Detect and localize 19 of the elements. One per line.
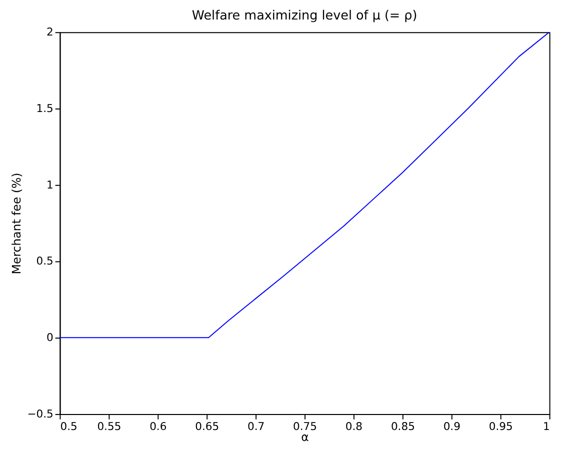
y-tick-label: 1	[46, 178, 54, 192]
y-tick-label: 2	[46, 26, 54, 39]
y-tick-label: 0	[46, 331, 54, 344]
x-tick-label: 0.65	[195, 420, 220, 434]
x-tick-label: 0.55	[97, 420, 122, 434]
x-tick-label: 0.6	[150, 420, 167, 434]
x-tick-label: 0.85	[390, 420, 415, 434]
x-tick-label: 0.7	[247, 420, 265, 434]
chart-title: Welfare maximizing level of μ (= ρ)	[192, 7, 418, 22]
x-tick-label: 1	[542, 420, 550, 434]
x-tick-label: 0.8	[345, 420, 363, 434]
line-series	[60, 32, 550, 338]
x-tick-label: 0.9	[443, 420, 461, 434]
y-tick-label: 0.5	[36, 254, 54, 268]
y-axis-title: Merchant fee (%)	[9, 172, 24, 274]
x-tick-label: 0.95	[488, 420, 513, 434]
y-tick-label: 1.5	[36, 102, 54, 115]
x-tick-label: 0.5	[60, 420, 78, 434]
y-tick-label: −0.5	[27, 407, 54, 420]
